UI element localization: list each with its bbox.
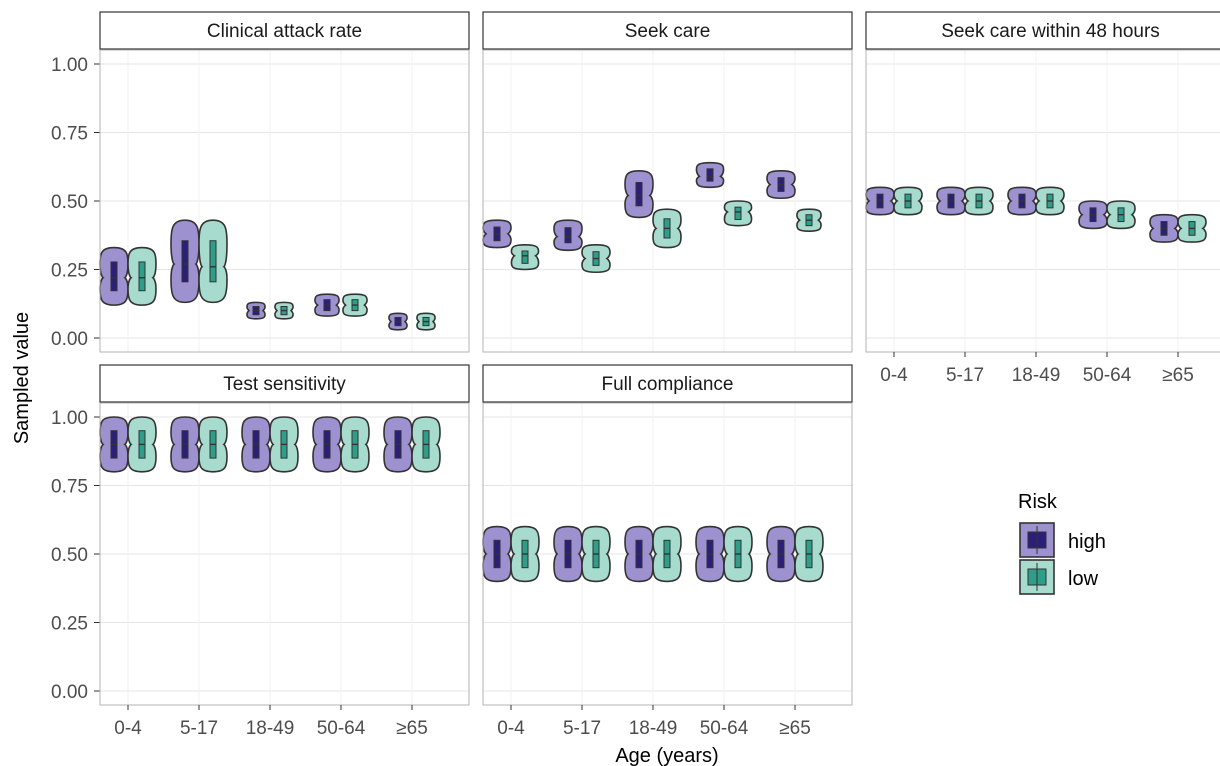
- x-tick-label: 5-17: [563, 718, 601, 739]
- y-axis-title: Sampled value: [11, 312, 33, 444]
- panel-strip: [865, 11, 1220, 50]
- panel-title: Full compliance: [602, 374, 734, 395]
- x-tick-label: 50-64: [317, 718, 366, 739]
- y-tick-label: 0.75: [51, 477, 88, 498]
- panel-strip: [99, 364, 470, 403]
- panel-clinical-attack-rate: Clinical attack rate 0.00 0.25 0.50 0.75 1.00: [51, 11, 470, 353]
- y-tick-label: 0.50: [51, 545, 88, 566]
- panel-title: Seek care within 48 hours: [941, 21, 1160, 42]
- x-tick-label: 5-17: [946, 365, 984, 386]
- panel-title: Test sensitivity: [223, 374, 346, 395]
- panel-border: [99, 402, 470, 706]
- y-tick-label: 0.00: [51, 329, 88, 350]
- legend: Risk high low: [1018, 491, 1106, 595]
- x-tick-label: 18-49: [629, 718, 678, 739]
- box-low-0-4: [521, 250, 529, 264]
- panel-border: [482, 49, 853, 353]
- box-low-5-17: [209, 240, 217, 283]
- legend-label-high: high: [1068, 531, 1106, 553]
- panel-strip: [99, 11, 470, 50]
- box-high-5-17: [181, 240, 189, 283]
- x-tick-label: 5-17: [180, 718, 218, 739]
- panel-seek-care: Seek care: [482, 11, 853, 353]
- y-tick-label: 0.25: [51, 261, 88, 282]
- box-high-0-4: [110, 261, 118, 292]
- legend-item-high: high: [1019, 522, 1106, 558]
- panel-title: Seek care: [625, 21, 711, 42]
- panel-test-sensitivity: Test sensitivity 0.00 0.25 0.50 0.75 1.00 0-4 5…: [51, 364, 470, 739]
- y-tick-label: 1.00: [51, 55, 88, 76]
- x-tick-label: 0-4: [114, 718, 142, 739]
- y-tick-label: 0.25: [51, 614, 88, 635]
- facet-panels: Clinical attack rate 0.00 0.25 0.50 0.75 1.00…: [51, 11, 1220, 739]
- box-low-0-4: [138, 261, 146, 292]
- x-tick-label: 18-49: [1012, 365, 1061, 386]
- y-tick-label: 1.00: [51, 408, 88, 429]
- x-tick-label: 18-49: [246, 718, 295, 739]
- x-tick-label: ≥65: [1162, 365, 1194, 386]
- x-tick-label: 0-4: [880, 365, 908, 386]
- y-tick-label: 0.75: [51, 124, 88, 145]
- y-tick-label: 0.00: [51, 682, 88, 703]
- panel-strip: [482, 11, 853, 50]
- legend-title: Risk: [1018, 491, 1058, 513]
- box-high-5-17: [564, 227, 572, 244]
- legend-item-low: low: [1019, 559, 1099, 595]
- panel-seek-care-within-48-hours: Seek care within 48 hours 0-4 5-17 18-49 50-…: [865, 11, 1220, 386]
- box-high-18-49: [635, 182, 643, 207]
- panel-strip: [482, 364, 853, 403]
- y-tick-label: 0.50: [51, 192, 88, 213]
- box-high-50-64: [706, 168, 714, 182]
- x-tick-label: 50-64: [1083, 365, 1132, 386]
- x-tick-label: 50-64: [700, 718, 749, 739]
- panel-full-compliance: Full compliance 0-4 5-17 18-49 50-64 ≥65: [482, 364, 853, 739]
- x-axis-title: Age (years): [615, 745, 718, 766]
- x-tick-label: ≥65: [396, 718, 428, 739]
- x-tick-label: ≥65: [779, 718, 811, 739]
- panel-title: Clinical attack rate: [207, 21, 362, 42]
- x-tick-label: 0-4: [497, 718, 525, 739]
- box-low-50-64: [734, 206, 742, 220]
- panel-border: [865, 49, 1220, 353]
- legend-label-low: low: [1068, 568, 1099, 590]
- panel-border: [482, 402, 853, 706]
- panel-border: [99, 49, 470, 353]
